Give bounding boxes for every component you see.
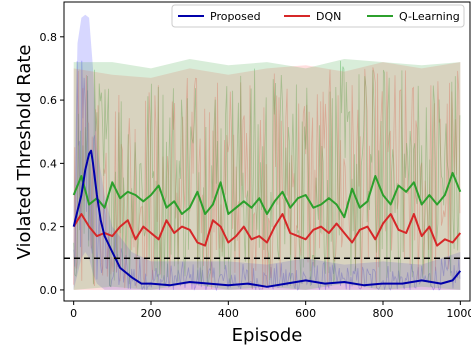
- legend: Proposed DQN Q-Learning: [171, 4, 465, 28]
- raw-band-layer: [73, 14, 461, 290]
- series-line-proposed: [72, 149, 462, 288]
- x-axis: 0 200 400 600 800 1000: [70, 301, 471, 320]
- band-dqn: [73, 62, 461, 290]
- y-axis: 0.0 0.2 0.4 0.6 0.8: [40, 31, 64, 297]
- x-tick-label: 600: [295, 307, 316, 320]
- x-tick-label: 0: [70, 307, 77, 320]
- y-axis-label: Violated Threshold Rate: [14, 45, 35, 260]
- y-tick-label: 0.6: [40, 94, 58, 107]
- legend-label-q-learning: Q-Learning: [399, 10, 460, 23]
- raw-trace-q-learning: [73, 60, 461, 288]
- y-tick-label: 0.4: [40, 157, 58, 170]
- x-tick-label: 400: [218, 307, 239, 320]
- x-tick-label: 200: [141, 307, 162, 320]
- band-q-learning: [73, 59, 461, 290]
- y-tick-label: 0.8: [40, 31, 58, 44]
- x-tick-label: 1000: [446, 307, 471, 320]
- legend-label-proposed: Proposed: [210, 10, 261, 23]
- series-layer: [72, 149, 462, 288]
- y-tick-label: 0.0: [40, 284, 58, 297]
- legend-label-dqn: DQN: [316, 10, 341, 23]
- plot-frame: [63, 1, 471, 302]
- series-line-dqn: [72, 213, 462, 247]
- y-tick-label: 0.2: [40, 221, 58, 234]
- x-axis-label: Episode: [232, 325, 303, 346]
- x-tick-label: 800: [373, 307, 394, 320]
- band-proposed: [73, 14, 461, 290]
- legend-box: [171, 4, 465, 28]
- series-line-q-learning: [72, 171, 462, 219]
